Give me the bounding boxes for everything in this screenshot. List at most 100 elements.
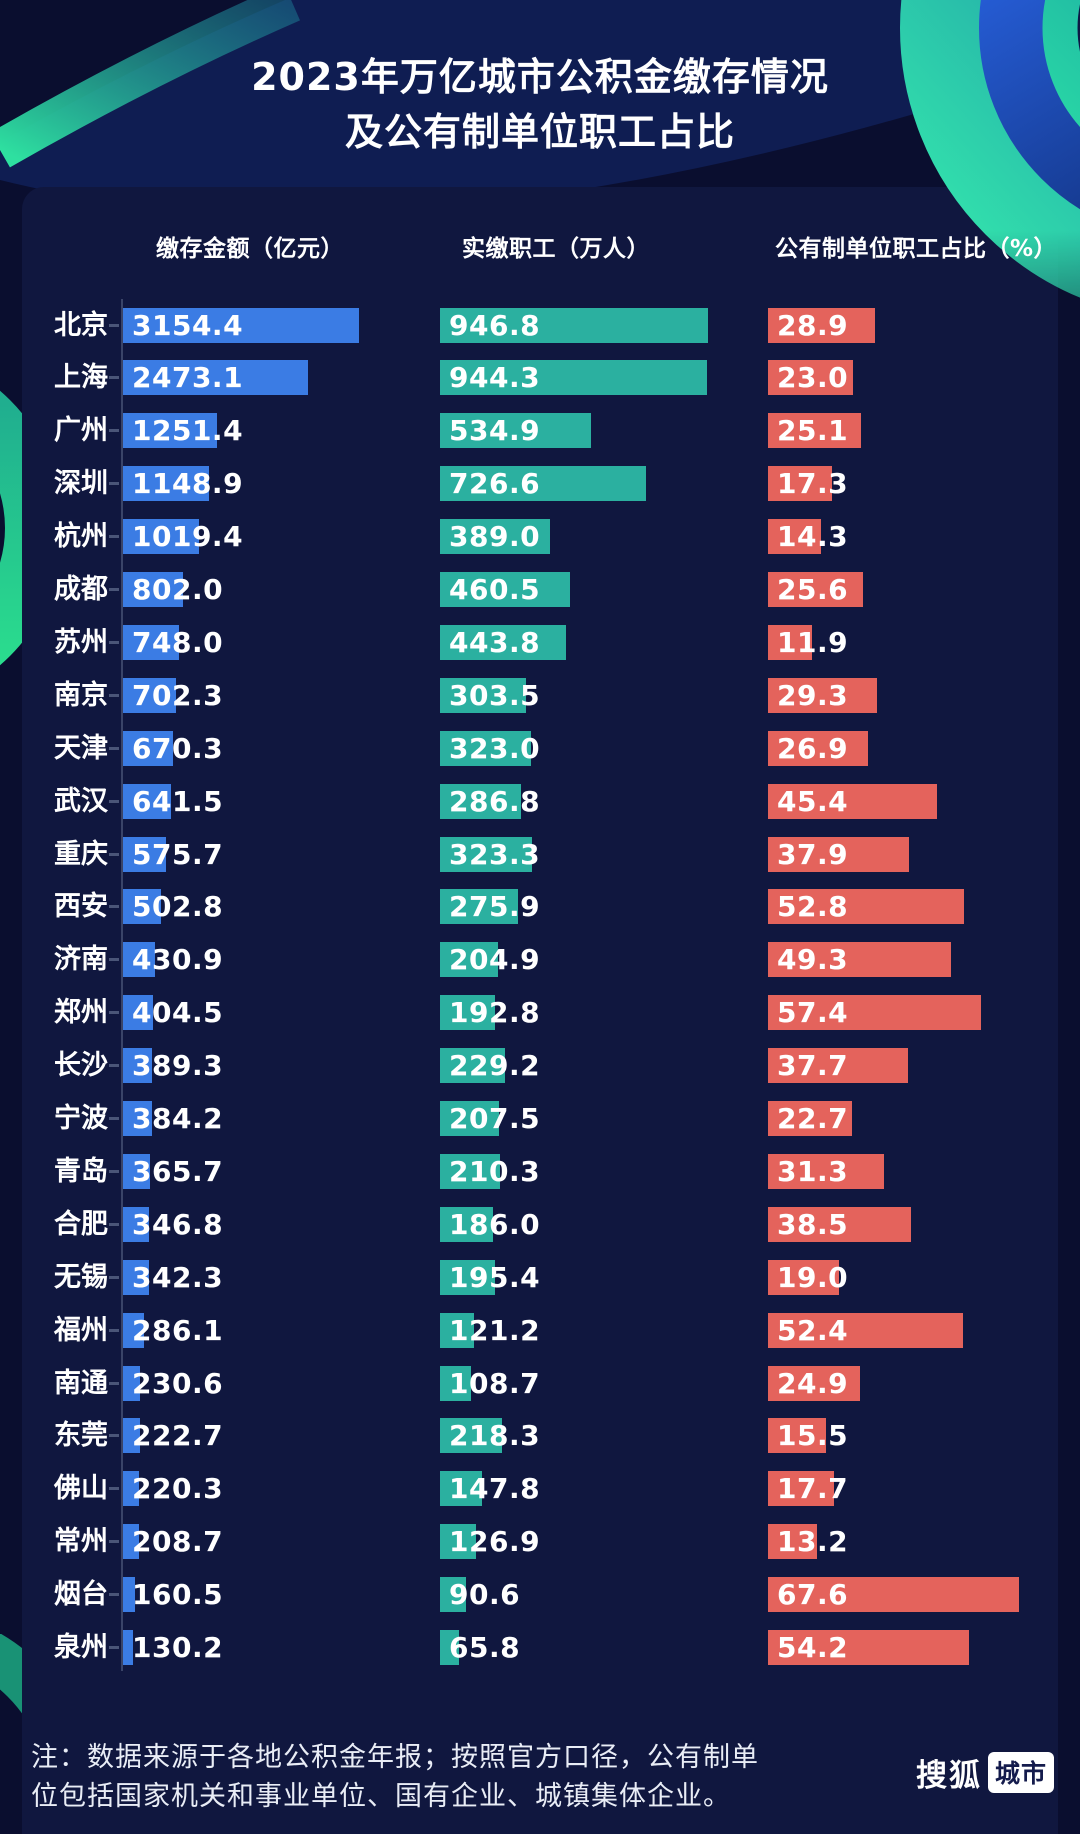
value-label: 222.7 <box>132 1419 224 1453</box>
axis-tick <box>109 1117 119 1120</box>
value-label: 31.3 <box>777 1154 849 1188</box>
bar-public-ratio <box>768 1524 817 1560</box>
axis-tick <box>109 1381 119 1385</box>
bar-employees <box>440 889 519 925</box>
value-label: 130.2 <box>132 1631 224 1664</box>
value-label: 28.9 <box>777 308 849 342</box>
value-label: 670.3 <box>132 731 224 765</box>
value-label: 57.4 <box>777 996 849 1030</box>
city-label: 合肥 <box>54 1208 108 1240</box>
value-label: 323.0 <box>449 731 541 765</box>
value-label: 443.8 <box>449 625 541 659</box>
bar-deposit <box>123 1259 149 1295</box>
value-label: 52.4 <box>777 1313 849 1347</box>
axis-tick <box>109 376 119 380</box>
value-label: 1019.4 <box>132 520 244 554</box>
bar-employees <box>440 1259 496 1295</box>
value-label: 502.8 <box>132 890 224 924</box>
axis-tick <box>109 1646 119 1649</box>
bar-employees <box>440 1048 505 1084</box>
table-row: 西安 502.8 275.9 52.8 <box>0 889 1080 925</box>
value-label: 748.0 <box>132 625 224 659</box>
city-label: 常州 <box>54 1526 108 1558</box>
value-label: 186.0 <box>449 1207 541 1241</box>
bar-public-ratio <box>768 1048 908 1084</box>
table-row: 天津 670.3 323.0 26.9 <box>0 730 1080 766</box>
value-label: 160.5 <box>132 1578 224 1612</box>
table-row: 烟台 160.5 90.6 67.6 <box>0 1577 1080 1613</box>
value-label: 286.8 <box>449 784 541 818</box>
value-label: 342.3 <box>132 1260 224 1294</box>
city-label: 深圳 <box>54 468 108 500</box>
bar-employees <box>440 1418 502 1454</box>
corner-teal-band <box>0 0 301 168</box>
value-label: 90.6 <box>449 1578 521 1612</box>
bar-employees <box>440 1471 482 1507</box>
value-label: 726.6 <box>449 467 541 501</box>
value-label: 126.9 <box>449 1525 541 1559</box>
value-label: 575.7 <box>132 837 224 871</box>
value-label: 346.8 <box>132 1207 224 1241</box>
value-label: 13.2 <box>777 1525 849 1559</box>
value-label: 220.3 <box>132 1472 224 1506</box>
value-label: 22.7 <box>777 1102 849 1135</box>
bar-deposit <box>123 519 200 555</box>
city-label: 佛山 <box>54 1473 108 1505</box>
axis-tick <box>109 1540 119 1544</box>
bar-employees <box>440 572 571 607</box>
table-row: 杭州 1019.4 389.0 14.3 <box>0 519 1080 555</box>
axis-line <box>121 299 123 1671</box>
bar-public-ratio <box>768 677 877 713</box>
corner-dark-wedge <box>0 0 285 142</box>
axis-tick <box>109 1064 119 1068</box>
value-label: 389.0 <box>449 520 541 554</box>
bar-deposit <box>123 1153 151 1189</box>
table-row: 合肥 346.8 186.0 38.5 <box>0 1206 1080 1242</box>
footnote-line-2: 位包括国家机关和事业单位、国有企业、城镇集体企业。 <box>31 1781 731 1812</box>
value-label: 195.4 <box>449 1260 541 1294</box>
bar-public-ratio <box>768 466 833 502</box>
city-label: 宁波 <box>54 1103 108 1134</box>
city-label: 北京 <box>54 309 108 341</box>
table-row: 东莞 222.7 218.3 15.5 <box>0 1418 1080 1454</box>
city-label: 上海 <box>54 362 108 394</box>
value-label: 49.3 <box>777 943 849 977</box>
footnote-line-1: 注：数据来源于各地公积金年报；按照官方口径，公有制单 <box>31 1742 759 1773</box>
bar-deposit <box>123 730 174 766</box>
axis-tick <box>109 1434 119 1438</box>
bar-employees <box>440 624 566 660</box>
value-label: 17.7 <box>777 1472 849 1506</box>
value-label: 2473.1 <box>132 361 244 395</box>
bar-public-ratio <box>768 1101 853 1136</box>
value-label: 65.8 <box>449 1631 521 1664</box>
bar-deposit <box>123 1312 145 1348</box>
value-label: 25.1 <box>777 414 849 448</box>
axis-tick <box>109 1593 119 1597</box>
bar-public-ratio <box>768 1153 885 1189</box>
value-label: 1251.4 <box>132 414 244 448</box>
bar-employees <box>440 413 592 449</box>
bar-public-ratio <box>768 730 868 766</box>
bar-public-ratio <box>768 1418 826 1454</box>
city-label: 郑州 <box>54 997 108 1029</box>
city-label: 泉州 <box>54 1632 108 1663</box>
bar-employees <box>440 730 532 766</box>
bar-deposit <box>123 1101 152 1136</box>
table-row: 深圳 1148.9 726.6 17.3 <box>0 466 1080 502</box>
table-row: 重庆 575.7 323.3 37.9 <box>0 836 1080 872</box>
axis-tick <box>109 693 119 697</box>
value-label: 275.9 <box>449 890 541 924</box>
city-label: 长沙 <box>54 1050 108 1082</box>
value-label: 534.9 <box>449 414 541 448</box>
bar-public-ratio <box>768 572 864 607</box>
value-label: 218.3 <box>449 1419 541 1453</box>
table-row: 上海 2473.1 944.3 23.0 <box>0 360 1080 396</box>
bar-public-ratio <box>768 413 862 449</box>
value-label: 460.5 <box>449 573 541 606</box>
bar-public-ratio <box>768 836 909 872</box>
bar-employees <box>440 519 551 555</box>
bar-employees <box>440 1630 459 1665</box>
value-label: 208.7 <box>132 1525 224 1559</box>
column-header-deposit: 缴存金额（亿元） <box>156 236 344 262</box>
sohu-city-logo: 搜狐 城市 <box>916 1751 1054 1794</box>
